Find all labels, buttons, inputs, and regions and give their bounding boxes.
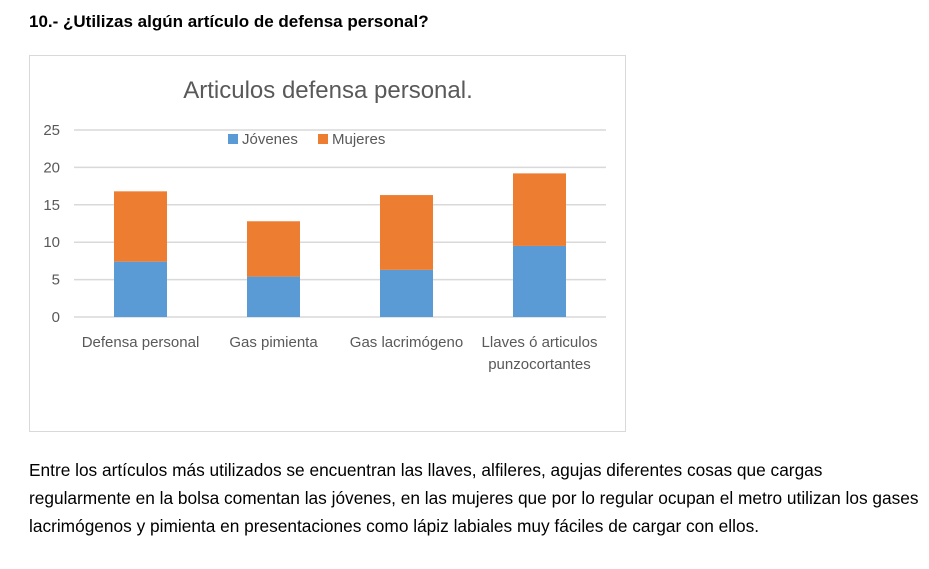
x-tick-label: Gas lacrimógeno [350, 334, 463, 351]
legend-label: Jóvenes [242, 131, 298, 148]
x-tick-label: punzocortantes [488, 356, 591, 373]
bar-mujeres [114, 191, 167, 262]
y-tick-label: 10 [43, 234, 60, 251]
x-tick-label: Gas pimienta [229, 334, 318, 351]
chart-container: Articulos defensa personal. 0 5 10 15 20 25 Def… [29, 55, 626, 432]
bar-jóvenes [513, 245, 566, 317]
y-tick-label: 0 [52, 309, 60, 326]
bar-mujeres [513, 173, 566, 246]
bar-mujeres [380, 195, 433, 270]
bar-mujeres [247, 221, 300, 277]
legend-label: Mujeres [332, 131, 385, 148]
chart-title: Articulos defensa personal. [183, 77, 473, 104]
question-heading: 10.- ¿Utilizas algún artículo de defensa… [29, 12, 429, 31]
y-tick-label: 5 [52, 272, 60, 289]
bar-jóvenes [380, 269, 433, 317]
y-tick-label: 15 [43, 197, 60, 214]
bar-jóvenes [114, 261, 167, 317]
y-tick-label: 25 [43, 122, 60, 139]
stacked-bar-chart: Articulos defensa personal. 0 5 10 15 20 25 Def… [43, 77, 606, 373]
x-tick-label: Defensa personal [82, 334, 200, 351]
y-tick-label: 20 [43, 159, 60, 176]
legend-swatch [228, 134, 238, 144]
legend-swatch [318, 134, 328, 144]
x-tick-label: Llaves ó articulos [482, 334, 598, 351]
bar-jóvenes [247, 276, 300, 317]
body-paragraph: Entre los artículos más utilizados se en… [29, 460, 919, 536]
